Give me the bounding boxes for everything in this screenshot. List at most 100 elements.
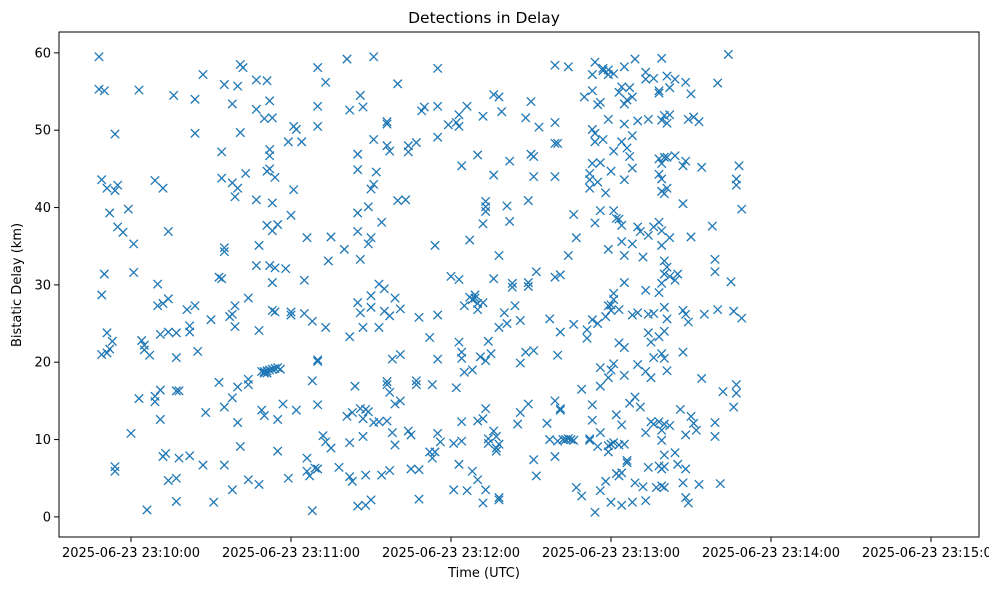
data-point: [385, 465, 395, 476]
data-point: [665, 271, 675, 282]
data-point: [553, 138, 563, 149]
data-point: [153, 279, 163, 289]
data-point: [494, 322, 504, 333]
data-point: [107, 336, 117, 347]
data-point: [529, 455, 539, 465]
data-point: [659, 461, 669, 472]
data-point: [318, 431, 328, 441]
data-point: [369, 134, 379, 145]
data-point: [681, 309, 691, 319]
data-point: [683, 498, 693, 508]
data-point: [374, 322, 384, 333]
data-point: [593, 177, 603, 187]
data-point: [313, 355, 323, 365]
data-point: [425, 332, 435, 343]
data-point: [659, 269, 669, 279]
data-point: [134, 85, 144, 95]
data-point: [494, 250, 504, 261]
data-point: [585, 183, 595, 193]
data-point: [627, 239, 637, 249]
data-point: [505, 216, 515, 227]
data-point: [609, 294, 619, 305]
data-point: [257, 405, 267, 415]
data-point: [366, 184, 376, 194]
data-point: [611, 213, 621, 224]
data-point: [459, 367, 469, 377]
data-point: [158, 183, 168, 193]
data-point: [737, 204, 747, 214]
data-point: [582, 333, 592, 343]
data-point: [358, 431, 368, 442]
data-point: [710, 254, 720, 265]
data-point: [467, 365, 477, 375]
data-point: [491, 446, 501, 456]
data-point: [697, 373, 707, 384]
data-point: [273, 362, 283, 373]
data-point: [406, 464, 416, 474]
data-point: [230, 321, 240, 332]
data-point: [619, 370, 629, 381]
data-point: [267, 198, 277, 208]
data-point: [345, 105, 355, 115]
data-point: [614, 87, 624, 97]
data-point: [251, 195, 261, 205]
data-point: [267, 113, 277, 123]
data-point: [395, 349, 405, 360]
data-point: [681, 492, 691, 503]
data-point: [139, 340, 149, 350]
data-point: [371, 167, 381, 177]
data-point: [102, 183, 112, 193]
data-point: [726, 277, 736, 287]
data-point: [630, 54, 640, 64]
data-point: [638, 482, 648, 492]
data-point: [313, 356, 323, 367]
data-point: [433, 63, 443, 74]
data-point: [523, 399, 533, 409]
data-point: [478, 298, 488, 308]
y-tick-label: 20: [34, 356, 51, 371]
data-point: [478, 219, 488, 229]
data-point: [273, 414, 283, 425]
data-point: [158, 451, 168, 462]
data-point: [379, 284, 389, 294]
data-point: [281, 263, 291, 274]
data-point: [657, 174, 667, 184]
data-point: [627, 310, 637, 320]
data-point: [385, 146, 395, 156]
data-point: [113, 180, 123, 190]
data-point: [97, 290, 107, 300]
data-point: [598, 134, 608, 145]
data-point: [163, 327, 173, 337]
data-point: [235, 441, 245, 452]
y-axis: 0 10 20 30 40 50 60: [34, 46, 59, 525]
data-point: [150, 397, 160, 407]
data-point: [233, 183, 243, 193]
data-point: [406, 430, 416, 440]
data-point: [110, 185, 120, 196]
data-point: [614, 214, 624, 224]
data-point: [619, 175, 629, 185]
data-point: [563, 250, 573, 261]
data-point: [670, 448, 680, 458]
data-point: [699, 309, 709, 319]
data-point: [654, 169, 664, 179]
data-point: [571, 482, 581, 493]
data-point: [345, 437, 355, 448]
data-point: [590, 218, 600, 228]
data-point: [433, 132, 443, 142]
data-point: [635, 402, 645, 412]
data-point: [110, 466, 120, 476]
data-point: [646, 373, 656, 383]
data-point: [657, 278, 667, 288]
data-point: [657, 115, 667, 125]
data-point: [595, 485, 605, 496]
data-point: [529, 171, 539, 182]
data-point: [97, 175, 107, 185]
data-point: [619, 119, 629, 129]
data-point: [155, 385, 165, 395]
data-point: [313, 121, 323, 132]
data-point: [387, 427, 397, 438]
data-point: [235, 127, 245, 138]
data-point: [641, 285, 651, 295]
data-point: [507, 282, 517, 292]
